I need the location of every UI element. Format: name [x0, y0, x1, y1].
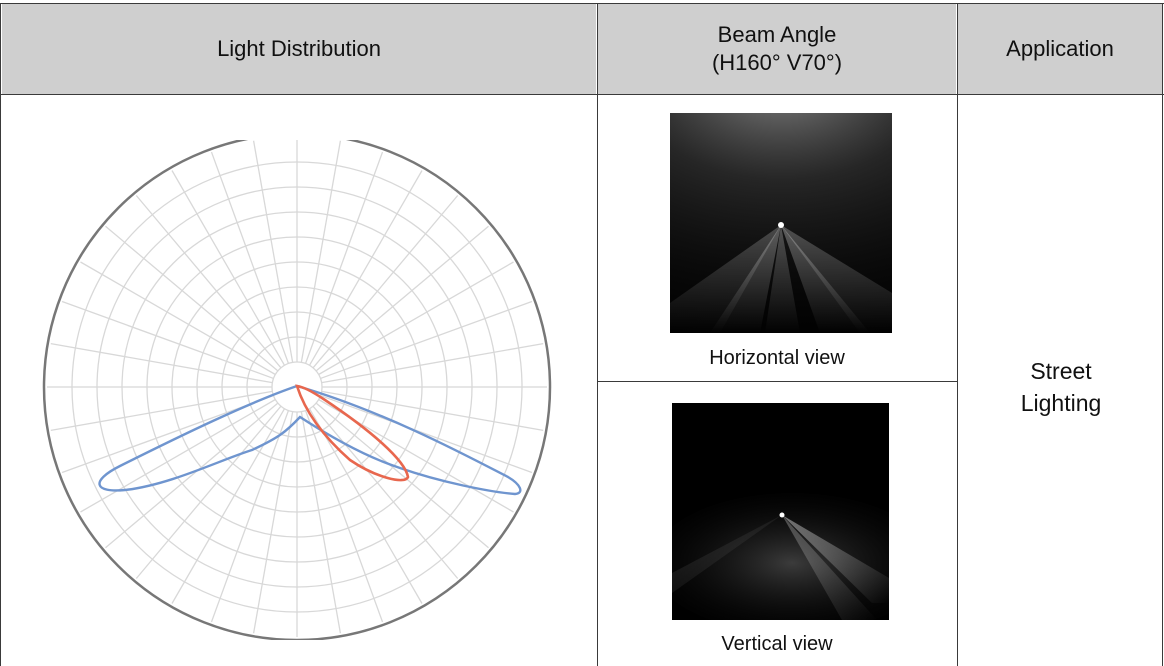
- horizontal-view-image: [670, 113, 892, 333]
- horizontal-view-caption: Horizontal view: [709, 347, 845, 369]
- header-light-distribution: Light Distribution: [2, 4, 596, 94]
- polar-spoke: [252, 140, 294, 363]
- header-light-distribution-label: Light Distribution: [217, 36, 381, 61]
- polar-spoke: [210, 151, 290, 364]
- polar-spoke: [312, 405, 459, 579]
- polar-spoke: [252, 411, 294, 634]
- polar-spoke: [171, 170, 286, 366]
- table-divider-2: [957, 3, 958, 666]
- horizontal-plane-curve: [98, 384, 522, 496]
- polar-spoke: [210, 410, 290, 623]
- vertical-plane-curve: [295, 384, 410, 482]
- polar-spoke: [320, 300, 533, 380]
- vertical-view-image: [672, 403, 889, 620]
- polar-spoke: [105, 225, 279, 372]
- polar-grid: [47, 140, 547, 637]
- polar-spoke: [308, 408, 423, 604]
- table-border-header-bottom: [0, 94, 1164, 95]
- application-value: Street Lighting: [958, 355, 1164, 419]
- table-border-left: [0, 3, 1, 666]
- table-border-top: [0, 3, 1164, 4]
- table-border-right: [1162, 3, 1163, 666]
- polar-spoke: [318, 261, 514, 376]
- polar-spoke: [171, 408, 286, 604]
- polar-spoke: [135, 195, 282, 369]
- header-application-label: Application: [1006, 36, 1114, 61]
- polar-spoke: [50, 342, 273, 384]
- polar-spoke: [300, 411, 342, 634]
- polar-spoke: [80, 398, 276, 513]
- polar-spoke: [61, 300, 274, 380]
- header-beam-angle-label: Beam Angle (H160° V70°): [712, 21, 842, 77]
- header-beam-angle-line1: Beam Angle: [717, 22, 837, 47]
- polar-spoke: [304, 410, 384, 623]
- polar-spoke: [105, 402, 279, 549]
- polar-spoke: [300, 140, 342, 363]
- polar-spoke: [315, 402, 489, 549]
- polar-spoke: [135, 405, 282, 579]
- polar-spoke: [312, 195, 459, 369]
- application-line1: Street: [1030, 358, 1092, 384]
- beam-cell-divider: [597, 381, 958, 382]
- polar-spoke: [321, 342, 544, 384]
- polar-spoke: [304, 151, 384, 364]
- polar-spoke: [308, 170, 423, 366]
- polar-spoke: [320, 394, 533, 474]
- header-beam-angle: Beam Angle (H160° V70°): [598, 4, 956, 94]
- vertical-view-caption: Vertical view: [721, 633, 833, 655]
- polar-spoke: [50, 390, 273, 432]
- table-divider-1: [597, 3, 598, 666]
- header-application: Application: [958, 4, 1162, 94]
- polar-spoke: [321, 390, 544, 432]
- polar-frame: [42, 140, 552, 640]
- application-line2: Lighting: [1020, 390, 1102, 416]
- polar-spoke: [80, 261, 276, 376]
- polar-spoke: [315, 225, 489, 372]
- header-beam-angle-line2: (H160° V70°): [711, 50, 843, 75]
- polar-light-distribution-diagram: [42, 140, 552, 640]
